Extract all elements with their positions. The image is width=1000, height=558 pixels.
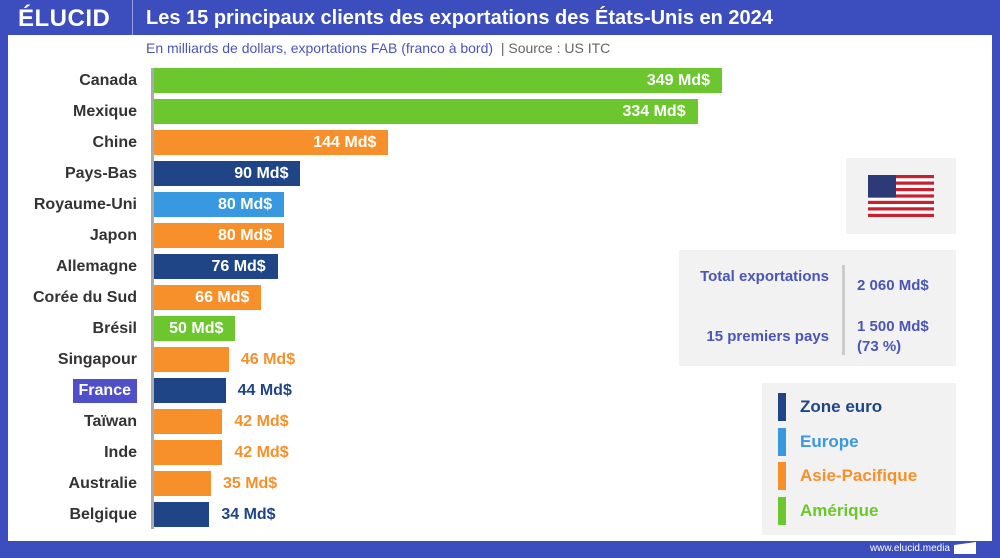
- totals-divider: [842, 265, 845, 355]
- category-label: Corée du Sud: [32, 289, 137, 306]
- value-label: 76 Md$: [211, 258, 266, 275]
- total-label: Total exportations: [700, 268, 829, 285]
- legend-item: Zone euro: [778, 393, 882, 421]
- bar: [154, 347, 229, 372]
- legend-item: Amérique: [778, 496, 879, 525]
- legend-swatch: [778, 462, 786, 490]
- bar: [154, 130, 389, 155]
- value-label: 42 Md$: [234, 413, 289, 430]
- legend: Zone euro Europe Asie-Pacifique Amérique: [762, 383, 956, 535]
- category-label: Brésil: [92, 320, 137, 337]
- value-label: 35 Md$: [222, 475, 278, 492]
- totals-panel: Total exportations 2 060 Md$ 15 premiers…: [679, 250, 956, 366]
- category-label: Allemagne: [56, 258, 137, 275]
- y-axis-line: [151, 68, 154, 529]
- bar: [154, 223, 285, 248]
- category-label: Japon: [89, 227, 137, 244]
- source-text: | Source : US ITC: [500, 40, 611, 56]
- legend-swatch: [778, 393, 786, 421]
- category-label: Singapour: [57, 351, 137, 368]
- bar: [154, 285, 262, 310]
- bar: [154, 471, 211, 496]
- header-divider: [132, 0, 133, 35]
- bar: [154, 316, 236, 341]
- flag-panel: [846, 158, 956, 234]
- value-label: 80 Md$: [217, 196, 273, 213]
- legend-item: Asie-Pacifique: [778, 462, 917, 490]
- elucid-logo: ÉLUCID: [18, 5, 111, 32]
- bar: [154, 378, 226, 403]
- category-label: Mexique: [72, 103, 137, 120]
- legend-item: Europe: [778, 427, 859, 456]
- category-label: Inde: [104, 444, 137, 461]
- legend-label: Zone euro: [800, 397, 883, 416]
- bar: [154, 68, 722, 93]
- legend-label: Europe: [800, 431, 859, 451]
- website-link[interactable]: www.elucid.media: [869, 543, 950, 554]
- bar: [154, 409, 223, 434]
- value-label: 34 Md$: [221, 506, 276, 523]
- category-label: Belgique: [69, 506, 137, 523]
- value-label: 349 Md$: [646, 72, 710, 89]
- value-label: 44 Md$: [237, 382, 292, 399]
- category-label: Canada: [79, 72, 137, 89]
- category-label: Chine: [92, 134, 137, 151]
- top15-label: 15 premiers pays: [706, 328, 829, 345]
- category-label: France: [72, 379, 137, 403]
- bar: [154, 99, 698, 124]
- elucid-mark-icon: [954, 542, 976, 554]
- legend-label: Asie-Pacifique: [800, 466, 918, 485]
- value-label: 42 Md$: [234, 444, 289, 461]
- legend-swatch: [778, 496, 786, 525]
- legend-label: Amérique: [800, 500, 879, 520]
- value-label: 334 Md$: [622, 103, 686, 120]
- value-label: 50 Md$: [169, 320, 224, 337]
- bar: [154, 192, 285, 217]
- top15-value: 1 500 Md$: [857, 318, 929, 335]
- total-value: 2 060 Md$: [857, 277, 929, 294]
- legend-swatch: [778, 427, 786, 456]
- chart-title: Les 15 principaux clients des exportatio…: [146, 7, 773, 29]
- value-label: 46 Md$: [240, 351, 296, 368]
- bar: [154, 161, 301, 186]
- bar: [154, 254, 278, 279]
- category-label: Royaume-Uni: [33, 196, 137, 213]
- category-label: Taïwan: [83, 413, 137, 430]
- value-label: 144 Md$: [313, 134, 377, 151]
- bar: [154, 502, 210, 527]
- top15-share: (73 %): [857, 338, 902, 355]
- value-label: 80 Md$: [217, 227, 273, 244]
- category-label: Australie: [68, 475, 137, 492]
- us-flag-icon: [868, 175, 934, 217]
- value-label: 66 Md$: [195, 289, 250, 306]
- value-label: 90 Md$: [234, 165, 289, 182]
- subtitle-text: En milliards de dollars, exportations FA…: [146, 40, 494, 56]
- chart-subtitle: En milliards de dollars, exportations FA…: [146, 40, 610, 56]
- category-label: Pays-Bas: [64, 165, 137, 182]
- bar: [154, 440, 223, 465]
